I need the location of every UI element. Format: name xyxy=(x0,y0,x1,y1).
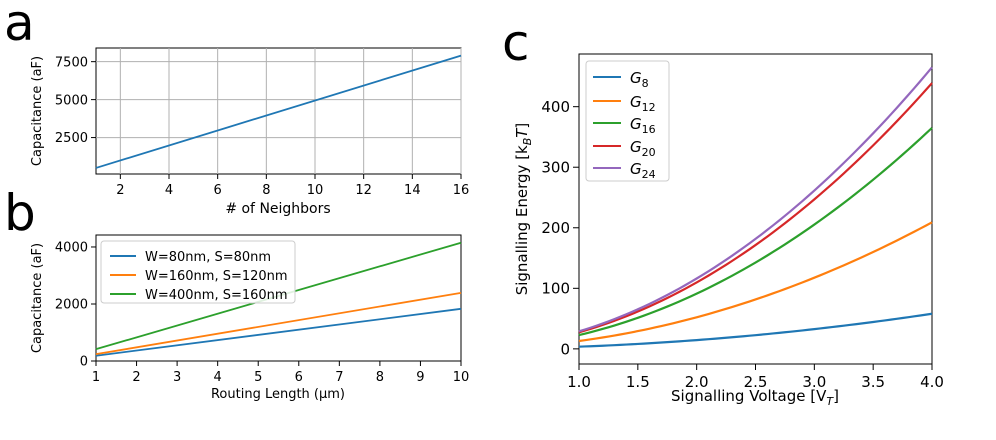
x-tick-label-c-6: 4.0 xyxy=(920,373,944,391)
x-axis-label-c: Signalling Voltage [VT] xyxy=(671,387,839,408)
x-tick-label-b-6: 7 xyxy=(335,370,343,385)
legend-c: G8 G12 G16 G20 G24 xyxy=(585,60,670,182)
x-tick-label-c-4: 3.0 xyxy=(802,373,826,391)
y-tick-label-a-1: 5000 xyxy=(55,93,88,108)
y-axis-label-c-end: ] xyxy=(513,123,531,129)
legend-b-label-1: W=160nm, S=120nm xyxy=(145,269,288,284)
legend-c-label-3: G20 xyxy=(630,138,656,159)
lines-a xyxy=(95,54,462,169)
legend-b-label-2: W=400nm, S=160nm xyxy=(145,288,288,303)
panel-label-a: a xyxy=(4,0,35,52)
y-axis-label-b: Capacitance (aF) xyxy=(30,243,45,353)
y-axis-label-c-T: T xyxy=(513,127,531,138)
series-line-c-0 xyxy=(578,312,933,348)
legend-box-c xyxy=(585,60,670,182)
y-tick-label-c-4: 400 xyxy=(541,98,570,116)
series-line-c-3 xyxy=(578,82,933,334)
legend-c-label-4-name: G xyxy=(630,160,642,178)
lines-c xyxy=(578,66,933,348)
x-tick-label-c-1: 1.5 xyxy=(626,373,650,391)
legend-c-label-0-sub: 8 xyxy=(642,77,649,90)
series-line-c-2 xyxy=(578,127,933,337)
x-tick-label-b-2: 3 xyxy=(173,370,181,385)
legend-box-b xyxy=(100,240,296,304)
x-tick-label-a-0: 2 xyxy=(116,183,124,198)
x-tick-label-c-2: 2.0 xyxy=(685,373,709,391)
y-axis-label-a: Capacitance (aF) xyxy=(30,56,45,166)
x-axis-label-c-end: ] xyxy=(833,387,839,405)
y-tick-label-b-2: 4000 xyxy=(55,241,88,256)
x-tick-label-a-7: 16 xyxy=(453,183,470,198)
legend-c-label-3-name: G xyxy=(630,138,642,156)
y-tick-label-b-0: 0 xyxy=(80,355,88,370)
ticks-c: 1.0 1.5 2.0 2.5 3.0 3.5 4.0 0 100 200 300 400 xyxy=(541,98,944,391)
x-tick-label-c-3: 2.5 xyxy=(744,373,768,391)
x-tick-label-a-5: 12 xyxy=(355,183,372,198)
x-tick-label-b-0: 1 xyxy=(92,370,100,385)
y-tick-label-c-1: 100 xyxy=(541,280,570,298)
x-tick-label-a-1: 4 xyxy=(165,183,173,198)
x-tick-label-a-6: 14 xyxy=(404,183,421,198)
series-line-c-4 xyxy=(578,66,933,333)
ticks-a: 2 4 6 8 10 12 14 16 2500 5000 7500 xyxy=(55,55,469,198)
x-tick-label-a-2: 6 xyxy=(214,183,222,198)
y-tick-label-b-1: 2000 xyxy=(55,298,88,313)
legend-c-label-2-sub: 16 xyxy=(642,123,656,136)
series-line-a-0 xyxy=(95,54,462,169)
x-tick-label-b-1: 2 xyxy=(132,370,140,385)
x-tick-label-c-5: 3.5 xyxy=(861,373,885,391)
x-tick-label-b-3: 4 xyxy=(214,370,222,385)
y-axis-label-c-main: Signalling Energy [k xyxy=(513,145,531,295)
x-tick-label-c-0: 1.0 xyxy=(567,373,591,391)
x-tick-label-a-4: 10 xyxy=(307,183,324,198)
legend-c-label-1-name: G xyxy=(630,93,642,111)
legend-c-label-4: G24 xyxy=(630,160,656,181)
y-axis-label-c: Signalling Energy [kBT] xyxy=(513,123,534,296)
x-tick-label-a-3: 8 xyxy=(262,183,270,198)
legend-b-label-0: W=80nm, S=80nm xyxy=(145,250,271,265)
ticks-b: 1 2 3 4 5 6 7 8 9 10 0 2000 4000 xyxy=(55,241,469,385)
plot-area-b xyxy=(95,234,462,362)
panel-label-b: b xyxy=(4,184,36,242)
y-tick-label-a-2: 7500 xyxy=(55,55,88,70)
x-axis-label-a: # of Neighbors xyxy=(225,201,330,217)
legend-c-label-1: G12 xyxy=(630,93,656,114)
x-tick-label-b-4: 5 xyxy=(254,370,262,385)
legend-c-label-3-sub: 20 xyxy=(642,146,656,159)
legend-c-label-2: G16 xyxy=(630,115,656,136)
panel-label-c: c xyxy=(502,14,530,72)
y-tick-label-a-0: 2500 xyxy=(55,131,88,146)
y-tick-label-c-2: 200 xyxy=(541,219,570,237)
x-tick-label-b-8: 9 xyxy=(416,370,424,385)
legend-c-label-2-name: G xyxy=(630,115,642,133)
panel-b: 1 2 3 4 5 6 7 8 9 10 0 2000 4000 W=80nm, S=80nm W=16… xyxy=(30,234,469,402)
legend-c-label-4-sub: 24 xyxy=(642,168,656,181)
x-axis-label-c-main: Signalling Voltage [V xyxy=(671,387,827,405)
x-axis-label-b: Routing Length (μm) xyxy=(211,387,345,402)
series-line-b-0 xyxy=(95,307,462,357)
x-tick-label-b-7: 8 xyxy=(376,370,384,385)
x-tick-label-b-5: 6 xyxy=(295,370,303,385)
y-tick-label-c-0: 0 xyxy=(560,340,570,358)
y-axis-label-c-sub: B xyxy=(521,138,534,146)
series-line-c-1 xyxy=(578,221,933,343)
legend-b: W=80nm, S=80nm W=160nm, S=120nm W=400nm,… xyxy=(100,240,296,304)
legend-c-label-0: G8 xyxy=(630,69,649,90)
x-axis-label-c-sub: T xyxy=(826,395,834,408)
legend-c-label-1-sub: 12 xyxy=(642,101,656,114)
y-tick-label-c-3: 300 xyxy=(541,159,570,177)
legend-c-label-0-name: G xyxy=(630,69,642,87)
grid-a xyxy=(96,48,462,174)
x-tick-label-b-9: 10 xyxy=(453,370,470,385)
series-line-b-1 xyxy=(95,291,462,356)
